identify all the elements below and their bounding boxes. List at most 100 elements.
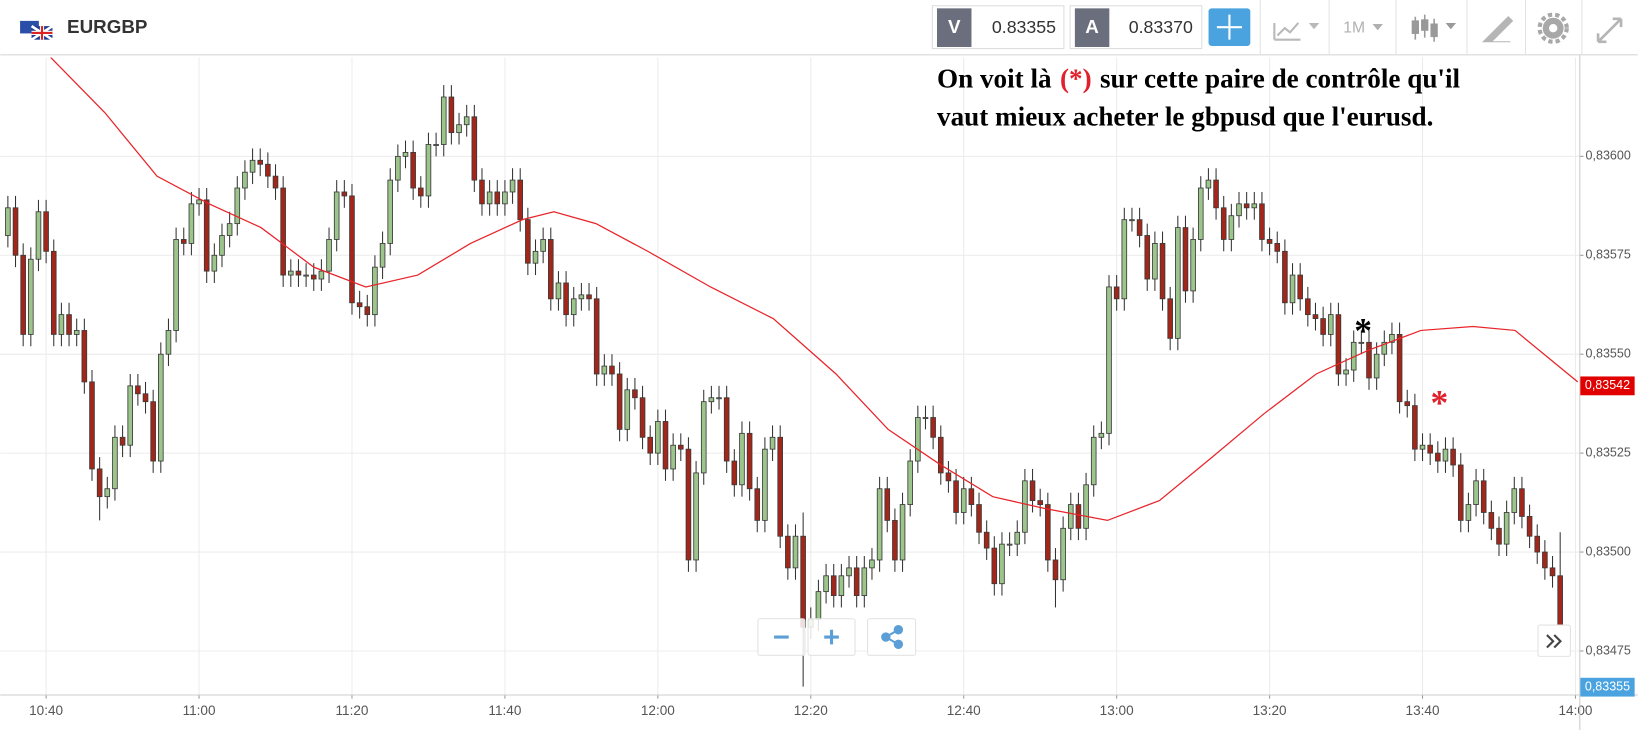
candle-body <box>1488 512 1495 529</box>
candle-body <box>303 274 309 277</box>
buy-label-bg <box>1074 8 1110 47</box>
candle-body <box>150 401 156 462</box>
price-tag <box>1580 376 1635 396</box>
header: EURGBP V 0.83355 A 0.83370 1M <box>0 0 1638 56</box>
candle-body <box>548 239 554 300</box>
candle-body <box>249 159 256 173</box>
candle-body <box>1427 444 1433 454</box>
candle-body <box>1412 405 1418 450</box>
candle-body <box>1243 203 1250 209</box>
candle-body <box>1090 436 1097 486</box>
candle-body <box>1373 353 1380 379</box>
candle-body <box>678 444 684 450</box>
candle-body <box>1136 219 1143 236</box>
crosshair-icon <box>1216 14 1242 40</box>
candle-body <box>1282 250 1288 304</box>
candle-body <box>861 567 868 596</box>
candle-body <box>356 302 363 308</box>
x-tick-label: 10:40 <box>29 703 63 718</box>
candle-body <box>81 330 88 383</box>
candle-body <box>723 397 730 462</box>
candle-body <box>700 401 707 474</box>
share-button[interactable] <box>867 618 917 656</box>
y-tick-label: 0,83475 <box>1586 643 1631 657</box>
candle-style-button[interactable] <box>1411 14 1457 42</box>
candle-body <box>1029 480 1036 502</box>
annotation-text: sur cette paire de contrôle qu'il <box>1100 64 1461 94</box>
timeframe[interactable]: 1M <box>1343 19 1365 36</box>
candle-body <box>1144 235 1151 280</box>
candle-body <box>1335 314 1342 375</box>
candle-body <box>257 159 264 165</box>
series <box>5 57 1579 687</box>
candle-body <box>1457 464 1464 521</box>
candle-body <box>1213 179 1219 209</box>
candle-body <box>922 417 929 419</box>
candle-body <box>486 191 493 205</box>
candle-body <box>830 575 837 596</box>
draw-tool-button[interactable] <box>1481 15 1514 43</box>
candle-body <box>1129 219 1135 222</box>
share-icon <box>881 625 904 650</box>
zoom-in-icon <box>824 629 839 645</box>
candle-body <box>708 397 715 403</box>
candle-body <box>899 504 906 561</box>
candle-body <box>28 258 34 335</box>
candle-body <box>915 417 921 462</box>
y-tick-label: 0,83575 <box>1586 248 1631 262</box>
x-tick-label: 11:00 <box>183 703 216 718</box>
candle-body <box>295 270 302 276</box>
zoom-controls <box>757 618 1571 657</box>
symbol[interactable]: EURGBP <box>67 16 147 37</box>
scroll-right-button[interactable] <box>1537 624 1571 657</box>
candle-body <box>624 389 631 430</box>
candle-body <box>73 330 80 335</box>
candle-body <box>341 191 348 197</box>
candle-body <box>180 239 187 244</box>
candle-body <box>142 393 149 403</box>
annotation-line-2: vaut mieux acheter le gbpusd que l'eurus… <box>937 101 1433 131</box>
candle-body <box>815 591 822 620</box>
x-tick-label: 12:00 <box>641 703 675 718</box>
flag-icon <box>20 20 54 41</box>
candle-body <box>1320 318 1326 335</box>
price-tag-label: 0,83542 <box>1585 378 1630 392</box>
candle-body <box>1519 488 1525 517</box>
candle-body <box>1052 559 1059 581</box>
candle-body <box>945 472 952 482</box>
candle-body <box>372 266 378 316</box>
candle-body <box>800 535 806 628</box>
candle-body <box>1022 480 1028 533</box>
candle-body <box>907 460 913 505</box>
candle-body <box>1159 242 1166 300</box>
candle-body <box>1152 242 1158 280</box>
candle-body <box>104 488 111 498</box>
candle-body <box>960 488 967 513</box>
candle-body <box>402 151 409 157</box>
candle-body <box>976 504 982 533</box>
candle-body <box>1067 504 1074 529</box>
sell-price: 0.83355 <box>992 17 1056 37</box>
candle-body <box>448 96 455 134</box>
candle-body <box>1312 314 1319 320</box>
candle-body <box>1480 480 1487 513</box>
candle-body <box>1496 527 1502 545</box>
candle-body <box>1098 432 1105 438</box>
candle-body <box>1465 504 1472 521</box>
fullscreen-button[interactable] <box>1596 17 1623 44</box>
settings-button[interactable] <box>1537 12 1569 44</box>
sell-label-bg <box>937 8 972 47</box>
candle-body <box>280 187 286 276</box>
toolbar-separators <box>1259 0 1583 55</box>
candle-body <box>953 480 959 513</box>
candle-body <box>196 199 202 205</box>
x-tick-label: 11:20 <box>336 703 369 718</box>
candle-body <box>716 397 722 400</box>
candle-body <box>853 567 860 596</box>
candle-body <box>502 191 508 205</box>
marker: * <box>1430 382 1448 422</box>
chart-type-button[interactable] <box>1273 22 1320 41</box>
candle-body <box>1396 334 1403 403</box>
candle-body <box>930 417 936 438</box>
